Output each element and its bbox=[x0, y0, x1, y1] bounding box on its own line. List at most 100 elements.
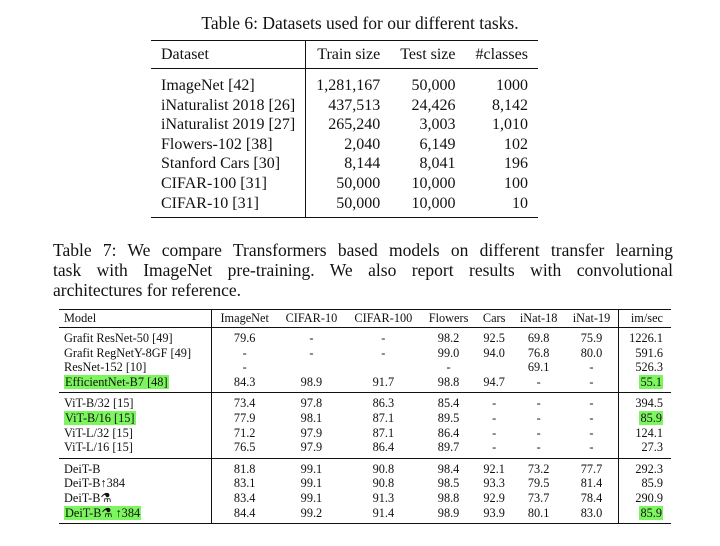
table7-cell: 99.1 bbox=[300, 461, 323, 476]
table7-cell: 93.9 bbox=[483, 505, 505, 520]
table7-cell: 98.5 bbox=[437, 476, 460, 491]
table7-cell: 78.4 bbox=[565, 490, 619, 506]
table6-header-classes: #classes bbox=[475, 46, 528, 63]
table7-cell: - bbox=[309, 331, 314, 345]
table7-group: DeiT-B 81.8 99.1 90.8 98.4 92.1 73.2 77.7 292.3 D… bbox=[59, 458, 671, 524]
table6-cell: 10,000 bbox=[411, 194, 456, 212]
table7-cell: 83.1 bbox=[233, 476, 256, 491]
table7-cell: 87.1 bbox=[372, 410, 395, 425]
table7-cell: 76.8 bbox=[527, 345, 550, 360]
table6: Dataset Train size Test size #classes Im… bbox=[151, 40, 538, 218]
table7-cell: 85.9 bbox=[641, 476, 663, 491]
table7-cell: 75.9 bbox=[565, 327, 619, 346]
table7-cell: 90.8 bbox=[372, 461, 395, 476]
table7-cell: 90.8 bbox=[372, 476, 395, 491]
table6-cell: 50,000 bbox=[336, 194, 381, 212]
table7-cell: - bbox=[446, 360, 451, 375]
table7-model-name: EfficientNet-B7 [48] bbox=[59, 374, 213, 393]
table7-header-cell: Cars bbox=[482, 311, 506, 325]
table6-header-row: Dataset Train size Test size #classes bbox=[151, 40, 538, 69]
table6-row: ImageNet [42] 1,281,167 50,000 1000 bbox=[151, 68, 538, 96]
table7-row: DeiT-B⚗ 83.4 99.1 91.3 98.8 92.9 73.7 78.4 290.9 bbox=[59, 490, 671, 506]
table7-cell: 79.6 bbox=[233, 331, 256, 345]
table7-model-name: ViT-L/16 [15] bbox=[59, 440, 213, 459]
table6-cell: 10 bbox=[511, 194, 528, 212]
table7-row: Grafit ResNet-50 [49] 79.6 - - 98.2 92.5 69.8 7… bbox=[59, 327, 671, 346]
table7-cell: 394.5 bbox=[635, 396, 663, 411]
table7-cell: - bbox=[536, 374, 541, 389]
table7-row: DeiT-B 81.8 99.1 90.8 98.4 92.1 73.2 77.7 292.3 bbox=[59, 458, 671, 477]
table7-group: Grafit ResNet-50 [49] 79.6- -98.2 92.5 69.8 7… bbox=[59, 327, 671, 393]
table6-header-train-size: Train size bbox=[317, 46, 381, 63]
table6-cell: 196 bbox=[503, 155, 528, 173]
table7-header-cell: iNat-19 bbox=[565, 309, 619, 328]
table7-row: EfficientNet-B7 [48] 84.3 98.9 91.7 98.8 94.7… bbox=[59, 374, 671, 393]
table7-cell: - bbox=[242, 360, 247, 375]
table7-cell: 526.3 bbox=[635, 360, 663, 375]
table6-cell: 100 bbox=[503, 174, 528, 192]
table7-cell bbox=[476, 360, 512, 375]
table6-header-test-size: Test size bbox=[400, 46, 456, 63]
table6-cell: 8,041 bbox=[419, 155, 456, 173]
table7-cell: 80.0 bbox=[565, 345, 619, 361]
table7-cell: - bbox=[536, 396, 541, 411]
table7-cell: - bbox=[565, 425, 619, 441]
table7-cell: - bbox=[309, 345, 314, 360]
table6-cell: 1,010 bbox=[491, 116, 528, 134]
table6-row: Flowers-102 [38] 2,040 6,149 102 bbox=[151, 134, 538, 155]
table7-cell: 98.9 bbox=[300, 374, 323, 389]
highlighted-text: 85.9 bbox=[639, 505, 663, 520]
table7-cell: 99.0 bbox=[437, 345, 460, 360]
table7-row: ViT-B/32 [15] 73.4 97.8 86.3 85.4 - - - 394.5 bbox=[59, 392, 671, 411]
table7-cell: 55.1 bbox=[618, 374, 671, 393]
table7-cell: - bbox=[565, 360, 619, 375]
table7-cell: 99.2 bbox=[300, 505, 323, 520]
table7-cell: - bbox=[492, 410, 497, 425]
table7-cell: 84.4 bbox=[233, 505, 256, 520]
table7-row: ViT-B/16 [15] 77.9 98.1 87.1 89.5 - - - 85.9 bbox=[59, 410, 671, 426]
table6-cell: 265,240 bbox=[328, 116, 381, 134]
table6-header-dataset: Dataset bbox=[151, 40, 307, 69]
table7-cell: 97.9 bbox=[300, 425, 323, 440]
table7-cell: 83.0 bbox=[565, 505, 619, 524]
table7-cell: 79.5 bbox=[527, 476, 550, 491]
table7-model-name: DeiT-B↑384 bbox=[59, 476, 213, 491]
table6-cell: 50,000 bbox=[336, 174, 381, 192]
table6-body: ImageNet [42] 1,281,167 50,000 1000 iNatural… bbox=[151, 68, 538, 218]
table7-model-name: ViT-B/32 [15] bbox=[59, 392, 213, 411]
table7-model-name: DeiT-B⚗ ↑384 bbox=[59, 505, 213, 524]
highlighted-text: ViT-B/16 [15] bbox=[64, 410, 136, 425]
table6-caption: Table 6: Datasets used for our different… bbox=[201, 13, 519, 33]
table7-cell: 71.2 bbox=[233, 425, 256, 440]
table7-cell: 81.8 bbox=[233, 461, 256, 476]
table7-row: Grafit RegNetY-8GF [49] - - - 99.0 94.0 76.8 80… bbox=[59, 345, 671, 361]
table6-cell: 6,149 bbox=[419, 135, 456, 153]
table7-row: ViT-L/16 [15] 76.5 97.9 86.4 89.7 - - - 27.3 bbox=[59, 440, 671, 459]
table7-cell: 81.4 bbox=[565, 476, 619, 491]
table7-cell: 97.8 bbox=[300, 396, 323, 411]
table7-cell: 77.9 bbox=[233, 410, 256, 425]
table6-row: iNaturalist 2018 [26] 437,513 24,426 8,142 bbox=[151, 95, 538, 116]
table7-header-cell: Flowers bbox=[428, 311, 469, 325]
table7-cell: - bbox=[492, 425, 497, 440]
table7-cell: 591.6 bbox=[635, 345, 663, 360]
table7-cell: - bbox=[565, 374, 619, 393]
table7-cell: 91.4 bbox=[372, 505, 395, 520]
table7-model-name: Grafit RegNetY-8GF [49] bbox=[59, 345, 213, 361]
table7-cell: 69.8 bbox=[527, 331, 550, 345]
table7-row: DeiT-B⚗ ↑384 84.4 99.2 91.4 98.9 93.9 80.1 83.0… bbox=[59, 505, 671, 524]
table6-dataset-name: Flowers-102 [38] bbox=[151, 134, 307, 155]
table7-cell: 94.7 bbox=[483, 374, 505, 389]
table7-cell: - bbox=[536, 440, 541, 455]
table7-header-cell: im/sec bbox=[630, 311, 663, 325]
table7-cell bbox=[277, 360, 346, 375]
table7-cell: - bbox=[565, 410, 619, 426]
table7: Model ImageNet CIFAR-10 CIFAR-100 Flowers Car… bbox=[59, 309, 671, 524]
table7-cell: - bbox=[492, 396, 497, 411]
table7-model-name: DeiT-B⚗ bbox=[59, 490, 213, 506]
table7-cell: 89.7 bbox=[437, 440, 460, 455]
table6-cell: 437,513 bbox=[328, 96, 381, 114]
table6-dataset-name: CIFAR-10 [31] bbox=[151, 193, 307, 218]
table7-cell: 1226.1 bbox=[629, 331, 663, 345]
table7-cell: 98.8 bbox=[437, 374, 460, 389]
